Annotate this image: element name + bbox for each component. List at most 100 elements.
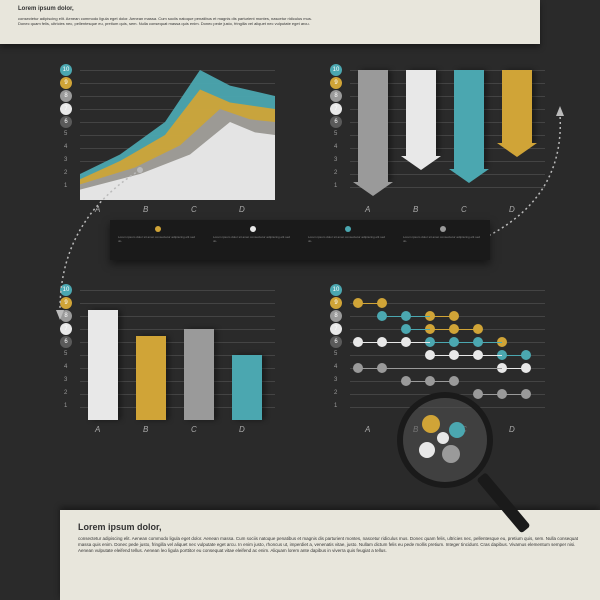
xlabel: D (239, 425, 245, 434)
strip-dot (250, 226, 256, 232)
arrow-head (401, 156, 441, 170)
ytick-num: 4 (334, 144, 337, 150)
dot-link (478, 355, 502, 356)
xlabel: B (413, 205, 418, 214)
arrow-head (353, 182, 393, 196)
arrow-bar (358, 70, 388, 182)
ytick-num: 3 (334, 377, 337, 383)
bar (232, 355, 262, 420)
dot-link (454, 342, 478, 343)
ytick-bubble: 7 (60, 103, 72, 115)
ytick-num: 4 (334, 364, 337, 370)
arrow-y-axis: 12345678910 (330, 70, 348, 200)
dot-link (382, 342, 406, 343)
ytick-num: 1 (334, 183, 337, 189)
ytick-bubble: 6 (330, 336, 342, 348)
arrow-bar (406, 70, 436, 156)
bar (184, 329, 214, 420)
ytick-num: 1 (334, 403, 337, 409)
dot-link (478, 342, 502, 343)
header-title: Lorem ipsum dolor, (18, 6, 74, 12)
strip-text: Lorem ipsum dolor sit amet consectetur a… (308, 235, 387, 243)
strip-dot (345, 226, 351, 232)
strip-dot (440, 226, 446, 232)
dot-link (406, 381, 430, 382)
ytick-num: 5 (64, 131, 67, 137)
footer-body: consectetur adipiscing elit. Aenean comm… (78, 536, 582, 554)
dot-link (454, 329, 478, 330)
bar (136, 336, 166, 421)
strip-column: Lorem ipsum dolor sit amet consectetur a… (300, 220, 395, 260)
dot-link (382, 316, 406, 317)
ytick-num: 1 (64, 403, 67, 409)
dot-link (382, 368, 502, 369)
magnifier-dot (442, 445, 460, 463)
ytick-num: 2 (64, 390, 67, 396)
xlabel: D (239, 205, 245, 214)
ytick-num: 4 (64, 144, 67, 150)
page-root: Lorem ipsum dolor, consectetur adipiscin… (0, 0, 600, 600)
strip-column: Lorem ipsum dolor sit amet consectetur a… (110, 220, 205, 260)
xlabel: A (365, 205, 370, 214)
magnifier-dot (422, 415, 440, 433)
ytick-num: 5 (334, 351, 337, 357)
dot-link (406, 342, 430, 343)
magnifier-dot (437, 432, 449, 444)
bar-x-axis: A B C D (80, 425, 275, 439)
ytick-num: 3 (64, 377, 67, 383)
dot-link (358, 342, 382, 343)
ytick-bubble: 7 (330, 103, 342, 115)
dot-link (406, 316, 430, 317)
strip-text: Lorem ipsum dolor sit amet consectetur a… (213, 235, 292, 243)
strip-text: Lorem ipsum dolor sit amet consectetur a… (403, 235, 482, 243)
xlabel: C (191, 425, 197, 434)
ytick-bubble: 6 (330, 116, 342, 128)
center-strip: Lorem ipsum dolor sit amet consectetur a… (110, 220, 490, 260)
dot-link (502, 368, 526, 369)
ytick-bubble: 8 (60, 90, 72, 102)
footer-title: Lorem ipsum dolor, (78, 522, 582, 532)
xlabel: A (365, 425, 370, 434)
strip-column: Lorem ipsum dolor sit amet consectetur a… (205, 220, 300, 260)
xlabel: D (509, 425, 515, 434)
dot-link (406, 329, 430, 330)
ytick-bubble: 8 (330, 90, 342, 102)
dot-link (430, 329, 454, 330)
dot-link (430, 355, 454, 356)
ytick-bubble: 9 (330, 77, 342, 89)
magnifier-dot (449, 422, 465, 438)
ytick-num: 4 (64, 364, 67, 370)
ytick-bubble: 7 (330, 323, 342, 335)
dot-link (454, 355, 478, 356)
xlabel: B (143, 425, 148, 434)
dot-y-axis: 12345678910 (330, 290, 348, 420)
ytick-bubble: 8 (330, 310, 342, 322)
dot-link (430, 381, 454, 382)
ytick-bubble: 10 (60, 64, 72, 76)
dot-link (430, 342, 454, 343)
ytick-num: 3 (334, 157, 337, 163)
magnifier-icon (397, 392, 493, 548)
dot-link (502, 394, 526, 395)
ytick-bubble: 9 (330, 297, 342, 309)
header-panel: Lorem ipsum dolor, consectetur adipiscin… (0, 0, 540, 44)
dot-link (358, 303, 382, 304)
xlabel: C (461, 205, 467, 214)
magnifier-dot (419, 442, 435, 458)
ytick-bubble: 6 (60, 116, 72, 128)
ytick-bubble: 10 (330, 64, 342, 76)
xlabel: A (95, 425, 100, 434)
dot-link (502, 355, 526, 356)
ytick-num: 2 (334, 390, 337, 396)
dot-link (430, 316, 454, 317)
dot-link (358, 368, 382, 369)
ytick-num: 2 (334, 170, 337, 176)
xlabel: C (191, 205, 197, 214)
header-body: consectetur adipiscing elit. Aenean comm… (18, 16, 318, 26)
strip-column: Lorem ipsum dolor sit amet consectetur a… (395, 220, 490, 260)
strip-dot (155, 226, 161, 232)
ytick-bubble: 9 (60, 77, 72, 89)
strip-text: Lorem ipsum dolor sit amet consectetur a… (118, 235, 197, 243)
ytick-num: 5 (334, 131, 337, 137)
ytick-bubble: 10 (330, 284, 342, 296)
